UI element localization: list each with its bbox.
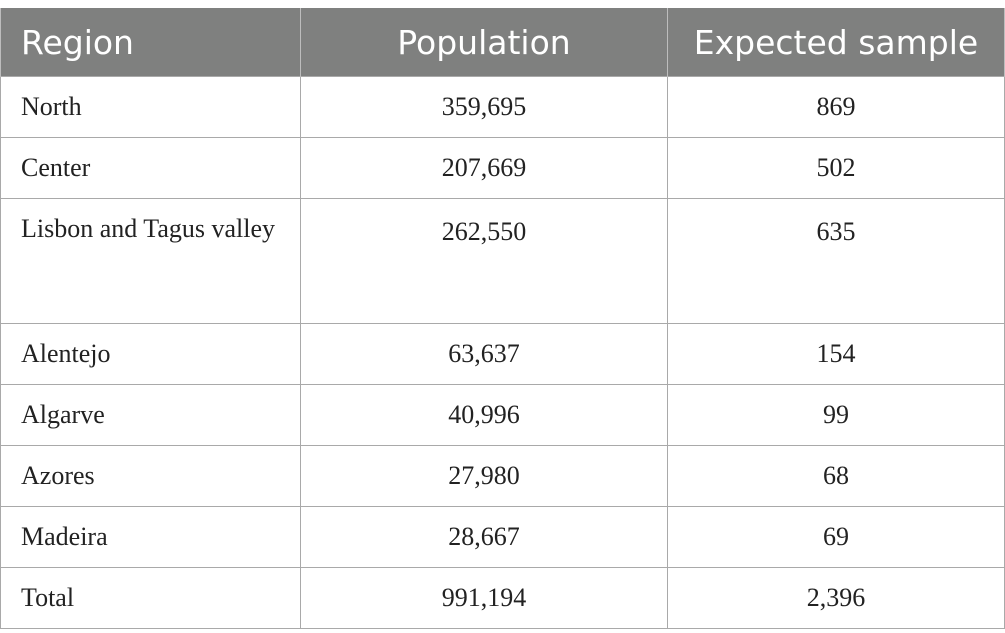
population-cell: 63,637 bbox=[300, 323, 668, 385]
table-row: Alentejo 63,637 154 bbox=[0, 323, 1005, 385]
population-cell: 991,194 bbox=[300, 567, 668, 629]
region-cell: Azores bbox=[0, 445, 301, 507]
table-body: North 359,695 869 Center 207,669 502 Lis… bbox=[0, 76, 1005, 629]
population-sample-table-container: Region Population Expected sample North … bbox=[0, 8, 1005, 629]
table-row: Azores 27,980 68 bbox=[0, 445, 1005, 507]
table-row: Lisbon and Tagus valley 262,550 635 bbox=[0, 198, 1005, 324]
expected-sample-cell: 502 bbox=[667, 137, 1005, 199]
region-cell: North bbox=[0, 76, 301, 138]
header-expected-sample: Expected sample bbox=[667, 8, 1005, 77]
expected-sample-cell: 635 bbox=[667, 198, 1005, 324]
population-cell: 28,667 bbox=[300, 506, 668, 568]
population-sample-table: Region Population Expected sample North … bbox=[0, 8, 1005, 629]
region-cell: Madeira bbox=[0, 506, 301, 568]
region-cell: Total bbox=[0, 567, 301, 629]
population-cell: 262,550 bbox=[300, 198, 668, 324]
expected-sample-cell: 2,396 bbox=[667, 567, 1005, 629]
expected-sample-cell: 869 bbox=[667, 76, 1005, 138]
table-row: North 359,695 869 bbox=[0, 76, 1005, 138]
table-row: Algarve 40,996 99 bbox=[0, 384, 1005, 446]
table-row: Madeira 28,667 69 bbox=[0, 506, 1005, 568]
population-cell: 27,980 bbox=[300, 445, 668, 507]
expected-sample-cell: 99 bbox=[667, 384, 1005, 446]
population-cell: 40,996 bbox=[300, 384, 668, 446]
table-row: Center 207,669 502 bbox=[0, 137, 1005, 199]
header-region: Region bbox=[0, 8, 301, 77]
region-cell: Algarve bbox=[0, 384, 301, 446]
expected-sample-cell: 69 bbox=[667, 506, 1005, 568]
total-row: Total 991,194 2,396 bbox=[0, 567, 1005, 629]
table-header: Region Population Expected sample bbox=[0, 8, 1005, 77]
region-cell: Lisbon and Tagus valley bbox=[0, 198, 301, 324]
region-cell: Center bbox=[0, 137, 301, 199]
expected-sample-cell: 68 bbox=[667, 445, 1005, 507]
region-cell: Alentejo bbox=[0, 323, 301, 385]
population-cell: 207,669 bbox=[300, 137, 668, 199]
header-row: Region Population Expected sample bbox=[0, 8, 1005, 77]
header-population: Population bbox=[300, 8, 668, 77]
population-cell: 359,695 bbox=[300, 76, 668, 138]
expected-sample-cell: 154 bbox=[667, 323, 1005, 385]
